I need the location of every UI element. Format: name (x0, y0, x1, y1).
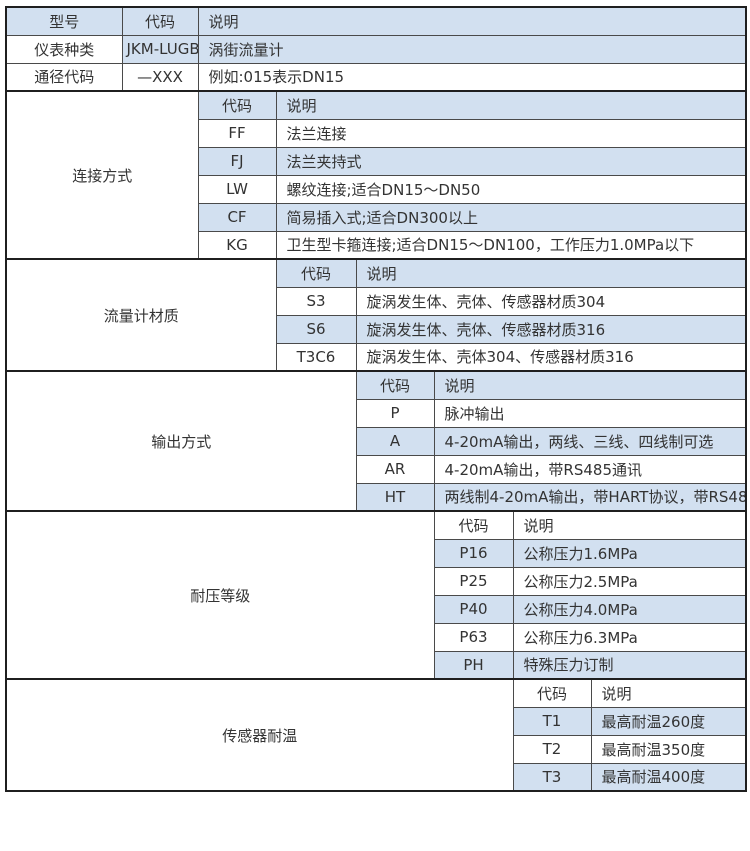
section-row: KG 卫生型卡箍连接;适合DN15～DN100，工作压力1.0MPa以下 (6, 230, 747, 260)
code-cell: HT (355, 482, 435, 512)
desc-cell: 公称压力1.6MPa (512, 538, 747, 568)
section-row: T3 最高耐温400度 (6, 762, 747, 792)
desc-header-cell: 说明 (355, 258, 747, 288)
code-cell: P63 (433, 622, 514, 652)
desc-cell: 公称压力4.0MPa (512, 594, 747, 624)
desc-cell: 4-20mA输出，带RS485通讯 (433, 454, 747, 484)
section-temperature-header-row: 传感器耐温 代码 说明 (5, 678, 747, 792)
section-label-temperature: 传感器耐温 (5, 678, 514, 792)
diameter-code-code: —XXX (121, 62, 199, 92)
column-header-code: 代码 (121, 6, 199, 36)
section-row: S6 旋涡发生体、壳体、传感器材质316 (6, 314, 747, 344)
section-row: P63 公称压力6.3MPa (6, 622, 747, 652)
code-header-cell: 代码 (275, 258, 357, 288)
section-row: S3 旋涡发生体、壳体、传感器材质304 (6, 286, 747, 316)
code-cell: FF (197, 118, 277, 148)
code-cell: S6 (275, 314, 357, 344)
section-row: PH 特殊压力订制 (6, 650, 747, 680)
desc-header-cell: 说明 (512, 510, 747, 540)
code-cell: T1 (512, 706, 592, 736)
instrument-type-row: 仪表种类 JKM-LUGB 涡街流量计 (5, 34, 747, 64)
code-header-cell: 代码 (197, 90, 277, 120)
desc-cell: 旋涡发生体、壳体、传感器材质304 (355, 286, 747, 316)
code-cell: KG (197, 230, 277, 260)
code-cell: T3 (512, 762, 592, 792)
section-row: A 4-20mA输出，两线、三线、四线制可选 (6, 426, 747, 456)
section-row: CF 简易插入式;适合DN300以上 (6, 202, 747, 232)
desc-cell: 公称压力6.3MPa (512, 622, 747, 652)
section-label-connection: 连接方式 (5, 90, 199, 260)
code-header-cell: 代码 (355, 370, 435, 400)
section-row: FF 法兰连接 (6, 118, 747, 148)
code-cell: P (355, 398, 435, 428)
column-header-desc: 说明 (197, 6, 747, 36)
desc-header-cell: 说明 (275, 90, 747, 120)
code-header-cell: 代码 (512, 678, 592, 708)
desc-cell: 旋涡发生体、壳体、传感器材质316 (355, 314, 747, 344)
desc-header-cell: 说明 (433, 370, 747, 400)
section-row: P40 公称压力4.0MPa (6, 594, 747, 624)
desc-cell: 最高耐温260度 (590, 706, 747, 736)
code-header-cell: 代码 (433, 510, 514, 540)
section-label-material: 流量计材质 (5, 258, 277, 372)
section-row: T2 最高耐温350度 (6, 734, 747, 764)
code-cell: AR (355, 454, 435, 484)
code-cell: FJ (197, 146, 277, 176)
code-cell: P40 (433, 594, 514, 624)
model-selection-table-wrapper: 型号 代码 说明 仪表种类 JKM-LUGB 涡街流量计 通径代码 —XXX 例… (5, 6, 748, 792)
column-header-model: 型号 (5, 6, 123, 36)
code-cell: LW (197, 174, 277, 204)
desc-cell: 简易插入式;适合DN300以上 (275, 202, 747, 232)
section-row: LW 螺纹连接;适合DN15～DN50 (6, 174, 747, 204)
desc-cell: 特殊压力订制 (512, 650, 747, 680)
section-label-pressure: 耐压等级 (5, 510, 435, 680)
section-pressure-header-row: 耐压等级 代码 说明 (5, 510, 747, 680)
section-row: P16 公称压力1.6MPa (6, 538, 747, 568)
desc-cell: 公称压力2.5MPa (512, 566, 747, 596)
desc-cell: 两线制4-20mA输出，带HART协议，带RS485 (433, 482, 747, 512)
desc-cell: 4-20mA输出，两线、三线、四线制可选 (433, 426, 747, 456)
code-cell: PH (433, 650, 514, 680)
desc-header-cell: 说明 (590, 678, 747, 708)
desc-cell: 最高耐温350度 (590, 734, 747, 764)
model-selection-table: 型号 代码 说明 仪表种类 JKM-LUGB 涡街流量计 通径代码 —XXX 例… (5, 6, 748, 792)
instrument-type-label: 仪表种类 (5, 34, 123, 64)
code-cell: T2 (512, 734, 592, 764)
section-row: HT 两线制4-20mA输出，带HART协议，带RS485 (6, 482, 747, 512)
section-label-output: 输出方式 (5, 370, 357, 512)
desc-cell: 法兰夹持式 (275, 146, 747, 176)
code-cell: P16 (433, 538, 514, 568)
desc-cell: 脉冲输出 (433, 398, 747, 428)
desc-cell: 最高耐温400度 (590, 762, 747, 792)
instrument-type-desc: 涡街流量计 (197, 34, 747, 64)
desc-cell: 卫生型卡箍连接;适合DN15～DN100，工作压力1.0MPa以下 (275, 230, 747, 260)
diameter-code-row: 通径代码 —XXX 例如:015表示DN15 (5, 62, 747, 92)
section-connection-header-row: 连接方式 代码 说明 (5, 90, 747, 260)
table-header-row: 型号 代码 说明 (5, 6, 747, 36)
code-cell: CF (197, 202, 277, 232)
desc-cell: 螺纹连接;适合DN15～DN50 (275, 174, 747, 204)
section-row: FJ 法兰夹持式 (6, 146, 747, 176)
section-material-header-row: 流量计材质 代码 说明 (5, 258, 747, 372)
desc-cell: 旋涡发生体、壳体304、传感器材质316 (355, 342, 747, 372)
code-cell: S3 (275, 286, 357, 316)
section-output-header-row: 输出方式 代码 说明 (5, 370, 747, 512)
code-cell: P25 (433, 566, 514, 596)
section-row: P25 公称压力2.5MPa (6, 566, 747, 596)
code-cell: T3C6 (275, 342, 357, 372)
diameter-code-label: 通径代码 (5, 62, 123, 92)
code-cell: A (355, 426, 435, 456)
instrument-type-code: JKM-LUGB (121, 34, 199, 64)
desc-cell: 法兰连接 (275, 118, 747, 148)
diameter-code-desc: 例如:015表示DN15 (197, 62, 747, 92)
